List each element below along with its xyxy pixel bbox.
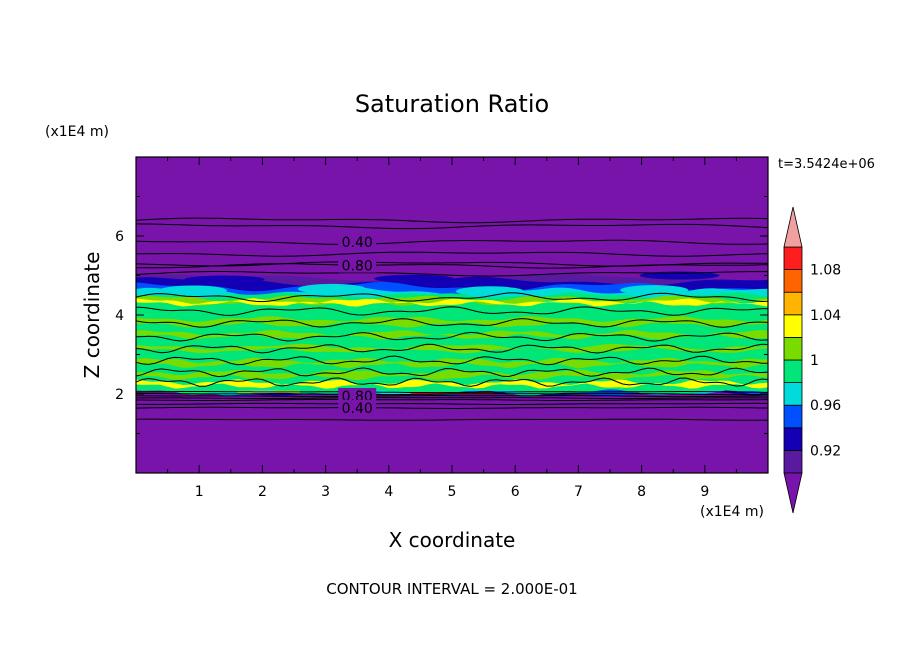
- cloud-contour-5: [136, 355, 768, 366]
- time-label: t=3.5424e+06: [778, 157, 875, 172]
- lower-contour-4: [136, 399, 768, 401]
- field-lens-2: [639, 271, 720, 280]
- colorbar: 0.92 0.96 1 1.04 1.08: [783, 206, 841, 514]
- field-streak-5: [136, 357, 768, 369]
- upper-contour-5: [136, 263, 768, 269]
- chart-title: Saturation Ratio: [355, 90, 549, 118]
- contour-label-bg: [338, 257, 377, 273]
- lower-contour-2: [136, 395, 768, 398]
- colorbar-segment: [783, 246, 803, 271]
- colorbar-tick-label: 0.92: [810, 443, 841, 459]
- y-tick-label: 6: [115, 229, 124, 245]
- colorbar-segment: [783, 449, 803, 474]
- contour-labels: 0.400.800.800.40: [338, 233, 377, 417]
- x-tick-label: 5: [448, 484, 457, 500]
- cloud-contour-7: [136, 377, 768, 387]
- x-axis-label: X coordinate: [389, 528, 516, 552]
- x-tick-label: 8: [637, 484, 646, 500]
- x-ticks: 1 2 3 4 5 6 7 8 9: [167, 157, 737, 500]
- colorbar-segment: [783, 269, 803, 293]
- contour-label-bg: [338, 387, 377, 403]
- cloud-contour-0: [136, 292, 768, 303]
- x-tick-label: 6: [511, 484, 520, 500]
- upper-contour-1: [136, 223, 768, 230]
- lower-contour-5: [136, 402, 768, 405]
- colorbar-tick-label: 1.08: [810, 263, 841, 279]
- saturation-field: [136, 271, 768, 397]
- cloud-contour-6: [136, 367, 768, 378]
- upper-contour-2: [136, 239, 768, 245]
- field-streak-4: [136, 343, 768, 354]
- field-streak-1: [136, 298, 768, 307]
- y-ticks: 2 4 6: [115, 196, 768, 434]
- field-pocket-3: [620, 285, 689, 296]
- y-tick-label: 2: [115, 387, 124, 403]
- y-tick-label: 4: [115, 308, 124, 324]
- colorbar-segment: [783, 427, 803, 451]
- colorbar-tick-label: 1: [810, 353, 819, 369]
- colorbar-segment: [783, 404, 803, 429]
- field-band-100: [136, 292, 768, 395]
- x-tick-label: 2: [258, 484, 267, 500]
- lower-contour-7: [136, 418, 768, 421]
- lower-contour-3: [136, 397, 768, 400]
- colorbar-segment: [783, 314, 803, 338]
- y-axis-unit: (x1E4 m): [45, 124, 109, 140]
- contour-lines: [136, 217, 768, 421]
- field-lens-0: [184, 275, 265, 284]
- cloud-contour-4: [136, 343, 768, 354]
- field-pocket-0: [158, 285, 227, 296]
- contour-interval-note: CONTOUR INTERVAL = 2.000E-01: [326, 580, 577, 598]
- contour-label-bg: [338, 233, 377, 249]
- field-streak-6: [136, 369, 768, 381]
- colorbar-tick-label: 0.96: [810, 398, 841, 414]
- field-pocket-1: [297, 283, 366, 294]
- colorbar-under-arrow: [783, 472, 803, 514]
- lower-contour-6: [136, 406, 768, 409]
- upper-contour-0: [136, 217, 768, 224]
- cloud-contour-3: [136, 331, 768, 342]
- lower-contour-1: [136, 393, 768, 396]
- x-axis-unit: (x1E4 m): [700, 504, 764, 520]
- x-tick-label: 1: [195, 484, 204, 500]
- contour-label: 0.40: [342, 235, 373, 251]
- x-tick-label: 7: [574, 484, 583, 500]
- field-streak-3: [136, 329, 768, 340]
- field-pocket-2: [455, 286, 524, 297]
- x-tick-label: 3: [321, 484, 330, 500]
- x-tick-label: 9: [700, 484, 709, 500]
- contour-label-bg: [338, 399, 377, 415]
- field-streak-2: [136, 316, 768, 328]
- colorbar-segment: [783, 359, 803, 384]
- contour-label: 0.40: [342, 401, 373, 417]
- upper-contour-3: [136, 251, 768, 257]
- contour-label: 0.80: [342, 259, 373, 275]
- field-streak-7: [136, 379, 768, 389]
- upper-contour-6: [136, 271, 768, 277]
- y-axis-label: Z coordinate: [80, 252, 104, 379]
- cloud-contour-1: [136, 306, 768, 316]
- x-tick-label: 4: [384, 484, 393, 500]
- colorbar-segment: [783, 336, 803, 361]
- cloud-contour-2: [136, 318, 768, 328]
- colorbar-tick-label: 1.04: [810, 308, 841, 324]
- colorbar-over-arrow: [783, 206, 803, 248]
- field-lens-1: [374, 274, 455, 283]
- colorbar-segment: [783, 291, 803, 316]
- lower-contour-0: [136, 391, 768, 394]
- colorbar-segment: [783, 382, 803, 406]
